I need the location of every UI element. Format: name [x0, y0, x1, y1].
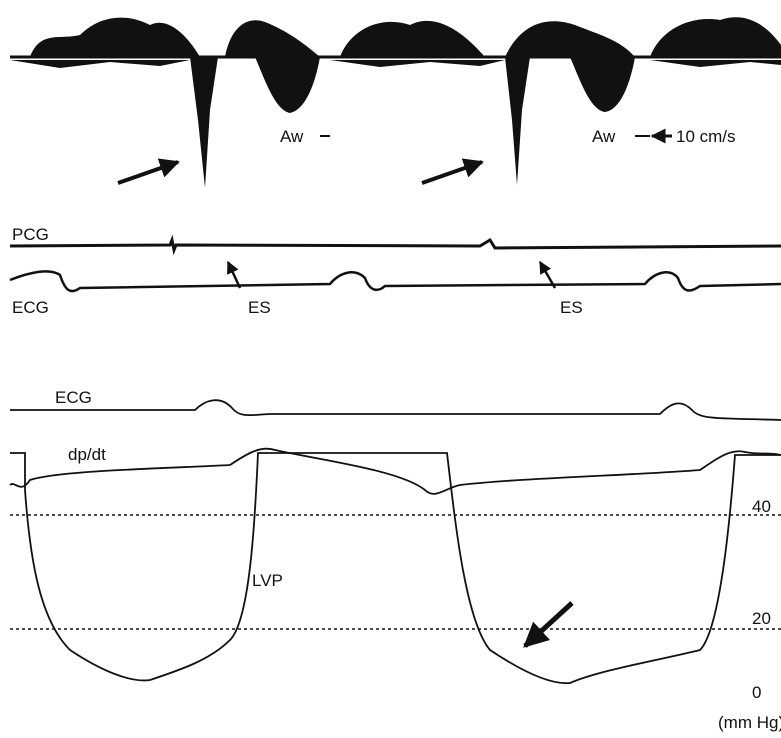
ecg-label: ECG	[55, 388, 92, 407]
scale-label: 20	[752, 609, 771, 628]
scale-label: 40	[752, 497, 771, 516]
pcg-label: PCG	[12, 225, 49, 244]
phono-traces	[10, 240, 781, 291]
dpdt-label: dp/dt	[68, 445, 106, 464]
pressure-traces	[10, 400, 781, 683]
aw-label: Aw	[280, 127, 304, 146]
scale-label: 0	[752, 683, 761, 702]
es-label: ES	[560, 298, 583, 317]
figure: Aw Aw 10 cm/s PCG ECG ES ES ECG dp/dt LV…	[0, 0, 781, 738]
page: Aw Aw 10 cm/s PCG ECG ES ES ECG dp/dt LV…	[0, 0, 781, 738]
velocity-scale-label: 10 cm/s	[676, 127, 736, 146]
unit-label: (mm Hg)	[718, 713, 781, 732]
es-label: ES	[248, 298, 271, 317]
ecg-label: ECG	[12, 298, 49, 317]
doppler-trace	[10, 17, 781, 188]
aw-label: Aw	[592, 127, 616, 146]
lvp-label: LVP	[252, 571, 283, 590]
